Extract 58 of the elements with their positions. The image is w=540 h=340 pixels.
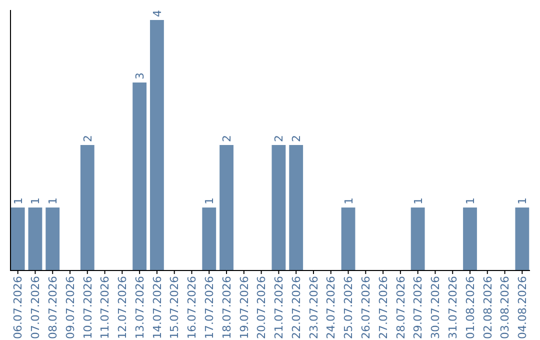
x-tick-label: 18.07.2026 (220, 276, 234, 339)
bar (150, 20, 164, 270)
bar (410, 208, 425, 270)
x-tick-label: 28.07.2026 (394, 276, 408, 339)
x-tick-label: 27.07.2026 (376, 276, 390, 339)
bar (46, 208, 60, 270)
data-label: 1 (516, 198, 530, 204)
bar (10, 208, 25, 270)
data-label: 1 (342, 198, 356, 204)
x-tick-label: 12.07.2026 (116, 276, 130, 339)
bar (515, 208, 530, 270)
x-tick-label: 26.07.2026 (360, 276, 372, 339)
data-label: 2 (81, 135, 94, 142)
x-tick-label: 04.08.2026 (516, 276, 530, 339)
x-tick-label: 03.08.2026 (498, 276, 512, 339)
bar (80, 145, 94, 270)
x-tick-label: 29.07.2026 (412, 276, 425, 339)
bar (272, 145, 286, 270)
data-label: 2 (272, 135, 286, 142)
data-label: 1 (12, 198, 25, 204)
x-tick-label: 02.08.2026 (481, 276, 494, 339)
bar (220, 145, 234, 270)
x-tick-label: 30.07.2026 (429, 276, 442, 339)
bar (28, 208, 42, 270)
x-tick-label: 13.07.2026 (133, 276, 146, 339)
x-tick-label: 22.07.2026 (290, 276, 303, 339)
bar (463, 208, 477, 270)
data-label: 1 (29, 198, 42, 204)
x-tick-label: 09.07.2026 (64, 276, 77, 339)
x-tick-label: 06.07.2026 (12, 276, 25, 339)
data-label: 1 (203, 198, 216, 204)
bar (132, 82, 147, 270)
data-label: 2 (290, 135, 304, 142)
data-label: 4 (150, 10, 164, 17)
x-tick-label: 01.08.2026 (464, 276, 477, 339)
x-tick-label: 24.07.2026 (324, 276, 338, 339)
x-tick-label: 16.07.2026 (186, 276, 199, 339)
data-label: 1 (464, 198, 477, 204)
x-tick-label: 15.07.2026 (168, 276, 182, 339)
data-label: 3 (134, 72, 147, 80)
x-tick-label: 10.07.2026 (81, 276, 94, 339)
x-tick-label: 11.07.2026 (98, 276, 112, 339)
data-label: 1 (412, 198, 425, 204)
bar (341, 208, 356, 270)
x-tick-label: 19.07.2026 (238, 276, 251, 339)
x-tick-label: 20.07.2026 (255, 276, 268, 339)
x-tick-label: 31.07.2026 (446, 276, 460, 339)
x-tick-label: 07.07.2026 (29, 276, 42, 339)
data-label: 1 (46, 198, 60, 204)
x-tick-label: 17.07.2026 (202, 276, 216, 339)
bar (289, 145, 304, 270)
x-tick-label: 23.07.2026 (307, 276, 320, 339)
x-tick-label: 21.07.2026 (272, 276, 286, 339)
x-tick-label: 08.07.2026 (46, 276, 60, 339)
bar (202, 208, 216, 270)
data-label: 2 (220, 135, 234, 142)
x-tick-label: 25.07.2026 (342, 276, 356, 339)
x-tick-label: 14.07.2026 (150, 276, 164, 339)
